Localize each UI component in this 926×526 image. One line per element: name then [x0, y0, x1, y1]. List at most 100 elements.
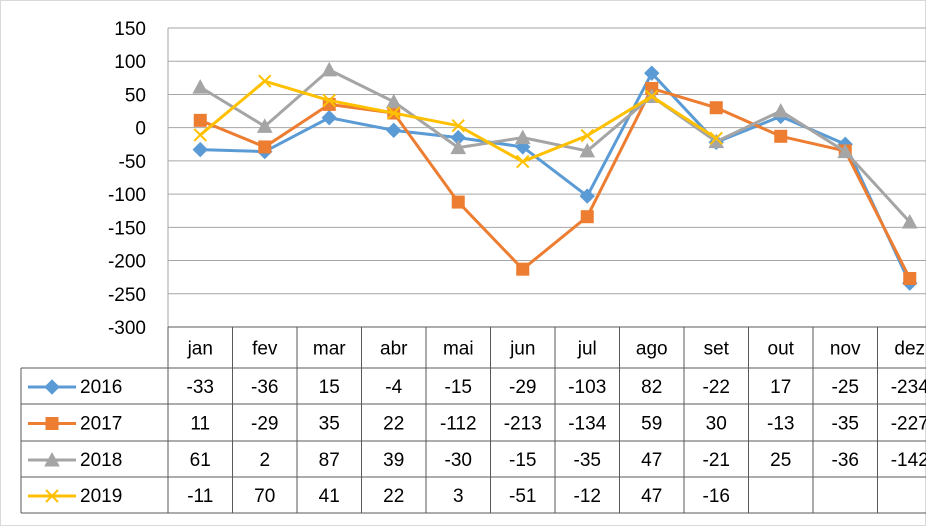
- legend-label: 2019: [80, 486, 122, 507]
- table-value: 39: [383, 450, 404, 471]
- table-value: 30: [706, 414, 727, 435]
- legend-marker: [45, 417, 59, 430]
- data-point: [193, 128, 207, 142]
- legend-marker: [45, 489, 59, 503]
- table-value: 47: [641, 486, 662, 507]
- data-point: [451, 195, 465, 209]
- table-value: 87: [319, 450, 340, 471]
- y-tick-label: -50: [119, 152, 146, 173]
- series-line: [199, 68, 911, 224]
- table-value: -33: [187, 377, 214, 398]
- table-value: 47: [641, 450, 662, 471]
- data-point: [837, 143, 854, 159]
- table-value: -35: [574, 450, 601, 471]
- table-value: 61: [190, 450, 211, 471]
- data-point: [580, 128, 594, 143]
- table-value: -36: [832, 450, 859, 471]
- table-value: 15: [319, 377, 340, 398]
- data-point: [385, 93, 402, 109]
- table-value: -227: [891, 414, 926, 435]
- table-value: 3: [453, 486, 464, 507]
- table-value: -15: [445, 377, 472, 398]
- table-value: -22: [703, 377, 730, 398]
- legend-marker: [44, 379, 60, 395]
- x-tick-label: out: [768, 339, 795, 360]
- table-value: 41: [319, 486, 340, 507]
- x-tick-label: jan: [187, 339, 213, 360]
- data-point: [321, 109, 337, 126]
- data-point: [516, 262, 530, 276]
- x-tick-label: abr: [380, 339, 408, 360]
- x-tick-label: dez: [894, 339, 925, 360]
- table-value: -213: [504, 414, 542, 435]
- table-value: -29: [509, 377, 536, 398]
- data-point: [579, 188, 595, 204]
- y-tick-label: -100: [108, 185, 146, 206]
- data-point: [387, 106, 401, 120]
- data-point: [451, 118, 465, 133]
- data-point: [774, 129, 788, 143]
- data-point: [645, 89, 659, 104]
- table-value: 11: [190, 414, 210, 435]
- y-tick-label: 50: [125, 85, 146, 106]
- data-point: [192, 79, 209, 94]
- legend-label: 2018: [80, 450, 122, 471]
- table-value: -51: [509, 486, 536, 507]
- legend-label: 2017: [80, 414, 122, 435]
- y-tick-label: -200: [108, 252, 146, 273]
- x-tick-label: nov: [830, 339, 861, 360]
- data-point: [256, 118, 273, 133]
- data-point: [321, 61, 338, 77]
- data-point: [258, 140, 272, 154]
- table-value: -30: [445, 450, 472, 471]
- table-value: -112: [440, 414, 477, 435]
- y-tick-label: 0: [135, 119, 146, 140]
- table-value: -16: [703, 486, 730, 507]
- legend-marker: [44, 451, 60, 467]
- data-point: [516, 154, 530, 169]
- table-value: -142: [891, 450, 926, 471]
- data-point: [772, 103, 789, 118]
- table-value: 22: [383, 414, 404, 435]
- table-value: -29: [251, 414, 278, 435]
- x-tick-label: fev: [252, 339, 278, 360]
- data-point: [514, 129, 531, 145]
- data-point: [322, 93, 336, 108]
- y-tick-label: -150: [108, 218, 146, 239]
- table-value: 25: [770, 450, 791, 471]
- table-value: 35: [319, 414, 340, 435]
- series-line: [200, 71, 912, 284]
- table-value: -12: [574, 486, 601, 507]
- data-point: [901, 213, 918, 229]
- table-value: -13: [767, 414, 794, 435]
- table-value: -11: [187, 486, 213, 507]
- y-tick-label: -250: [108, 285, 146, 306]
- x-tick-label: mar: [313, 339, 346, 360]
- data-point: [644, 65, 660, 81]
- table-value: -103: [568, 377, 606, 398]
- series-line: [199, 86, 912, 280]
- table-value: -234: [891, 377, 926, 398]
- data-point: [580, 210, 594, 224]
- data-point: [386, 122, 402, 139]
- table-value: -35: [832, 414, 859, 435]
- table-value: -15: [509, 450, 536, 471]
- x-tick-label: mai: [443, 339, 474, 360]
- y-tick-label: -300: [108, 318, 146, 339]
- table-value: -4: [385, 377, 402, 398]
- y-tick-label: 150: [114, 19, 146, 40]
- x-tick-label: set: [704, 339, 730, 360]
- table-value: -134: [568, 414, 606, 435]
- legend-label: 2016: [80, 377, 122, 398]
- x-tick-label: ago: [636, 339, 668, 360]
- table-value: -25: [832, 377, 859, 398]
- table-value: 82: [641, 377, 662, 398]
- table-value: -36: [251, 377, 278, 398]
- table-value: 59: [641, 414, 662, 435]
- data-point: [258, 74, 272, 88]
- data-point: [579, 142, 596, 158]
- x-tick-label: jun: [509, 339, 535, 360]
- data-point: [709, 131, 723, 146]
- data-point: [903, 271, 917, 285]
- y-tick-label: 100: [114, 52, 146, 73]
